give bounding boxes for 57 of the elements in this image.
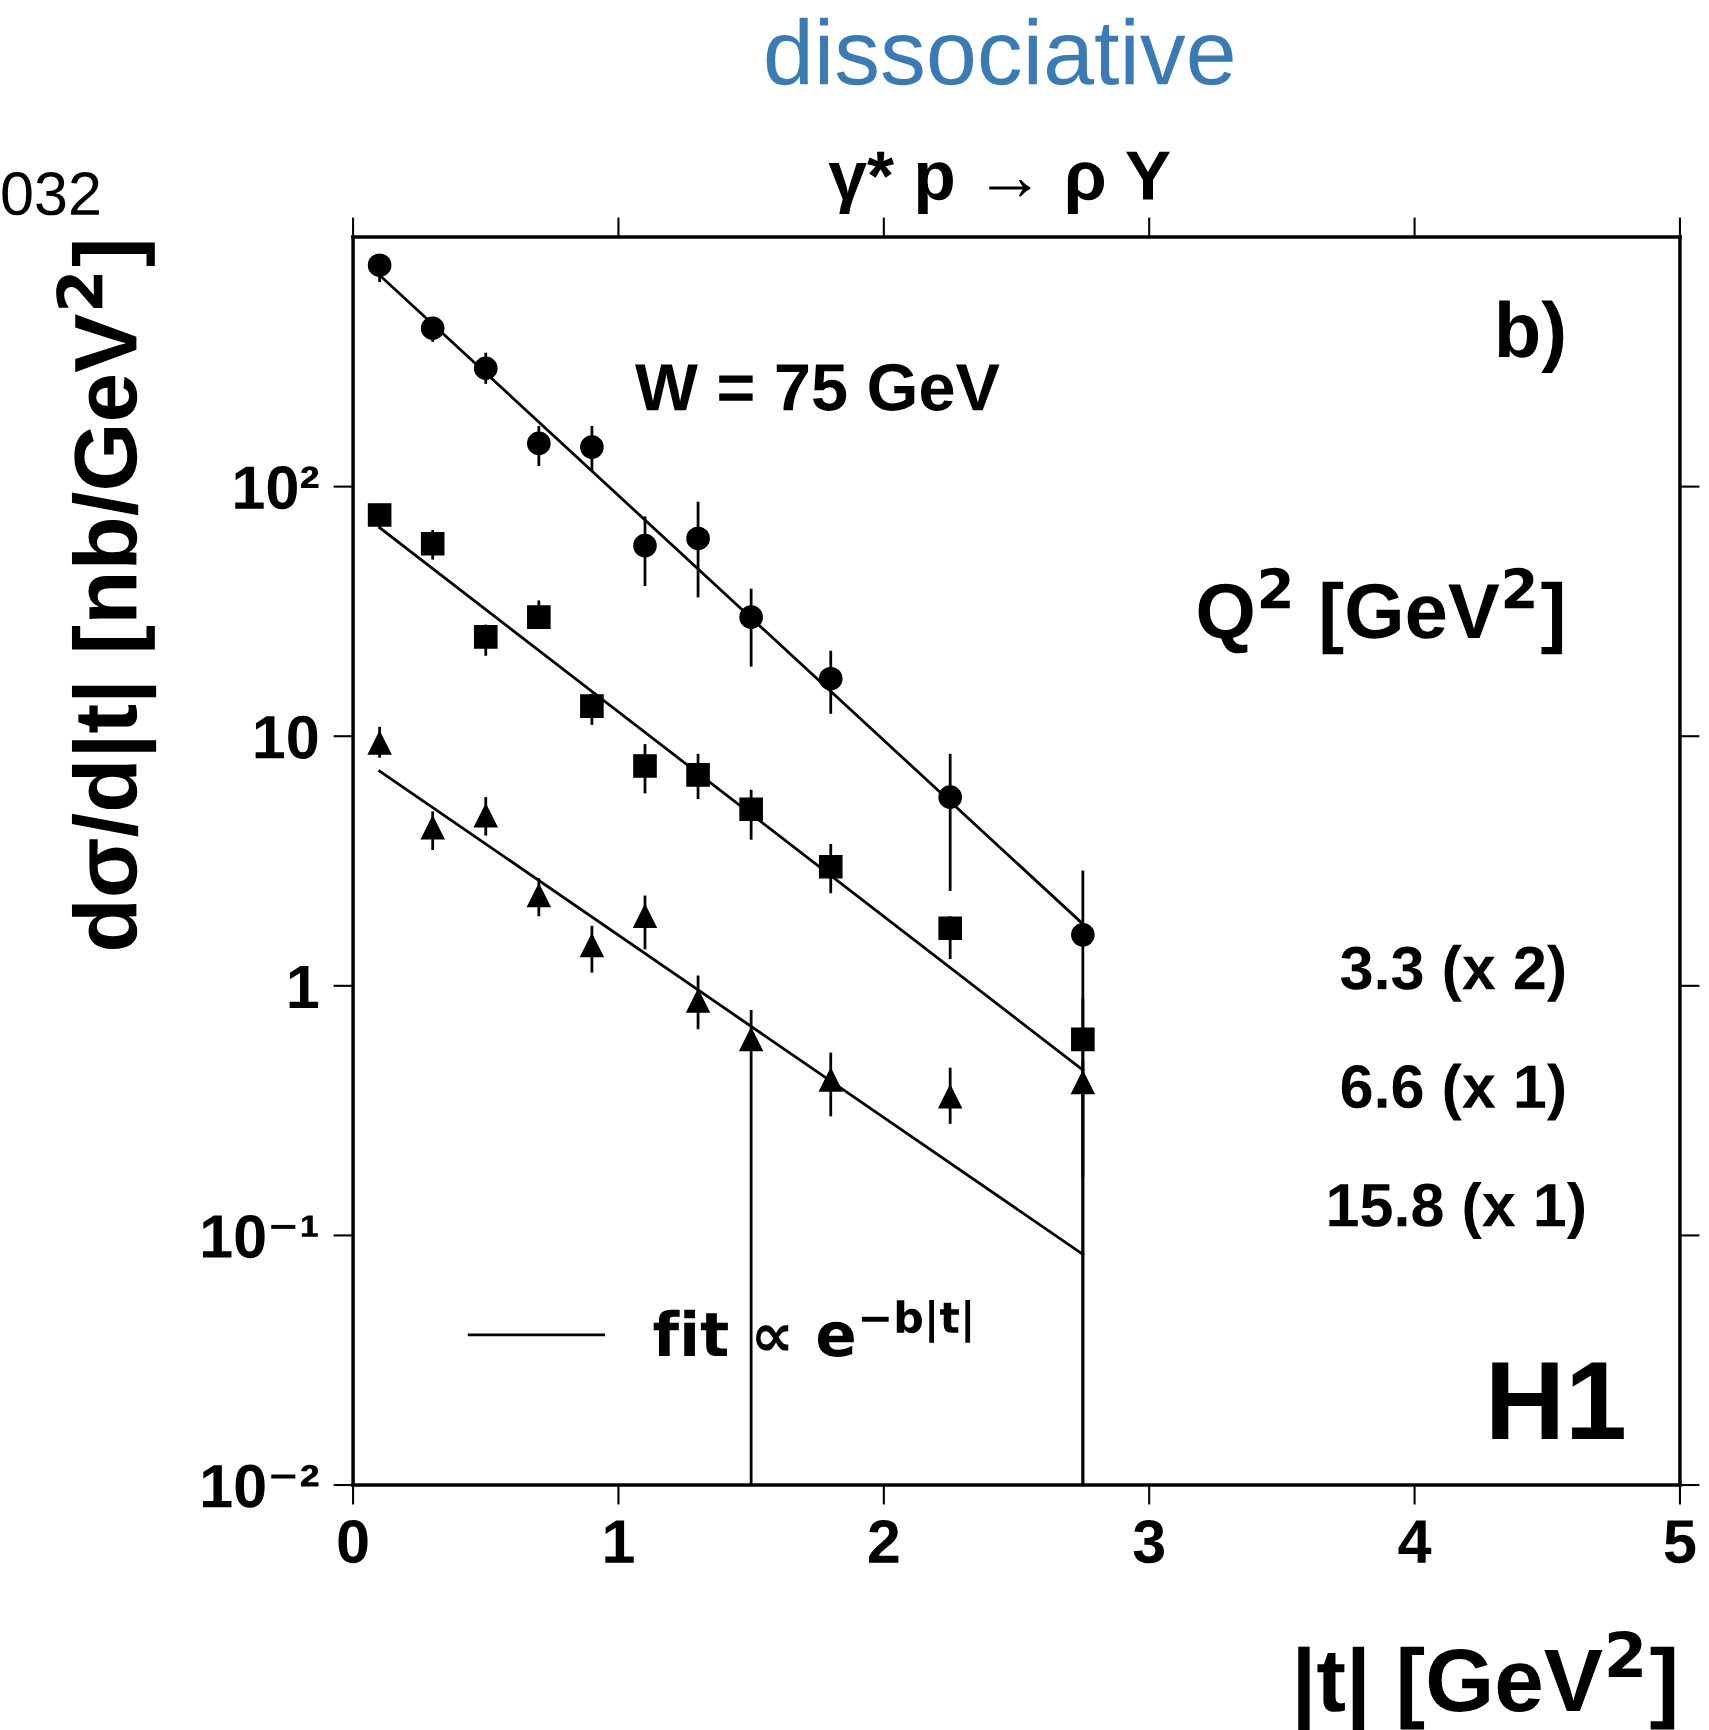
point (367, 731, 392, 755)
point (686, 989, 710, 1013)
chart-subtitle: γ* p → ρ Y (828, 151, 1171, 215)
point (633, 754, 657, 778)
point (1071, 1027, 1095, 1052)
point (686, 763, 710, 787)
x-tick-label: 2 (868, 1519, 899, 1563)
y-tick-label: 10 (255, 715, 318, 759)
x-axis-title: |t| [GeV$^{2}$] (1298, 1630, 1675, 1730)
annotation: H1 (1492, 1362, 1624, 1439)
y-tick-label: 10⁻² (203, 1464, 319, 1508)
text: 032 (2, 172, 99, 216)
point (420, 532, 445, 556)
point (473, 625, 498, 649)
point (1071, 1070, 1095, 1095)
point (739, 797, 763, 822)
point (420, 815, 445, 840)
point (633, 904, 657, 929)
x-tick-label: 3 (1133, 1519, 1164, 1564)
point (580, 435, 604, 459)
point (938, 1084, 962, 1109)
point (938, 785, 962, 809)
point (818, 666, 843, 691)
x-tick-label: 1 (605, 1520, 634, 1563)
annotation: 15.8 (x 1) (1329, 1181, 1585, 1239)
y-tick-label: 1 (289, 965, 319, 1008)
point (818, 1068, 843, 1092)
x-tick-label: 5 (1664, 1520, 1696, 1564)
point (527, 605, 551, 629)
annotation: b) (1498, 300, 1564, 374)
point (527, 431, 551, 456)
point (420, 316, 445, 341)
point (818, 854, 843, 879)
y-tick-label: 10² (235, 466, 319, 510)
annotation: Q$^{2}$ [GeV$^{2}$] (1198, 567, 1563, 655)
point (739, 1027, 763, 1052)
point (633, 533, 657, 558)
annotation: 6.6 (x 1) (1341, 1063, 1565, 1121)
point (473, 803, 498, 828)
point (1071, 923, 1095, 947)
point (367, 503, 392, 527)
point (580, 933, 604, 958)
point (739, 605, 763, 629)
point (938, 916, 962, 941)
point (580, 694, 604, 718)
y-tick-label: 10⁻¹ (203, 1214, 318, 1259)
point (686, 526, 710, 551)
x-tick-label: 0 (338, 1519, 368, 1564)
chart-title: dissociative (766, 17, 1233, 86)
y-axis-title: dσ/d|t| [nb/GeV$^{2}$] (56, 242, 157, 949)
annotation: 3.3 (x 2) (1341, 944, 1565, 1002)
point (473, 356, 498, 381)
point (527, 883, 551, 908)
legend-label: fit ∝ e$^{−b|t|}$ (653, 1299, 971, 1357)
x-tick-label: 4 (1398, 1520, 1432, 1563)
point (367, 253, 392, 278)
annotation: W = 75 GeV (635, 363, 1000, 411)
